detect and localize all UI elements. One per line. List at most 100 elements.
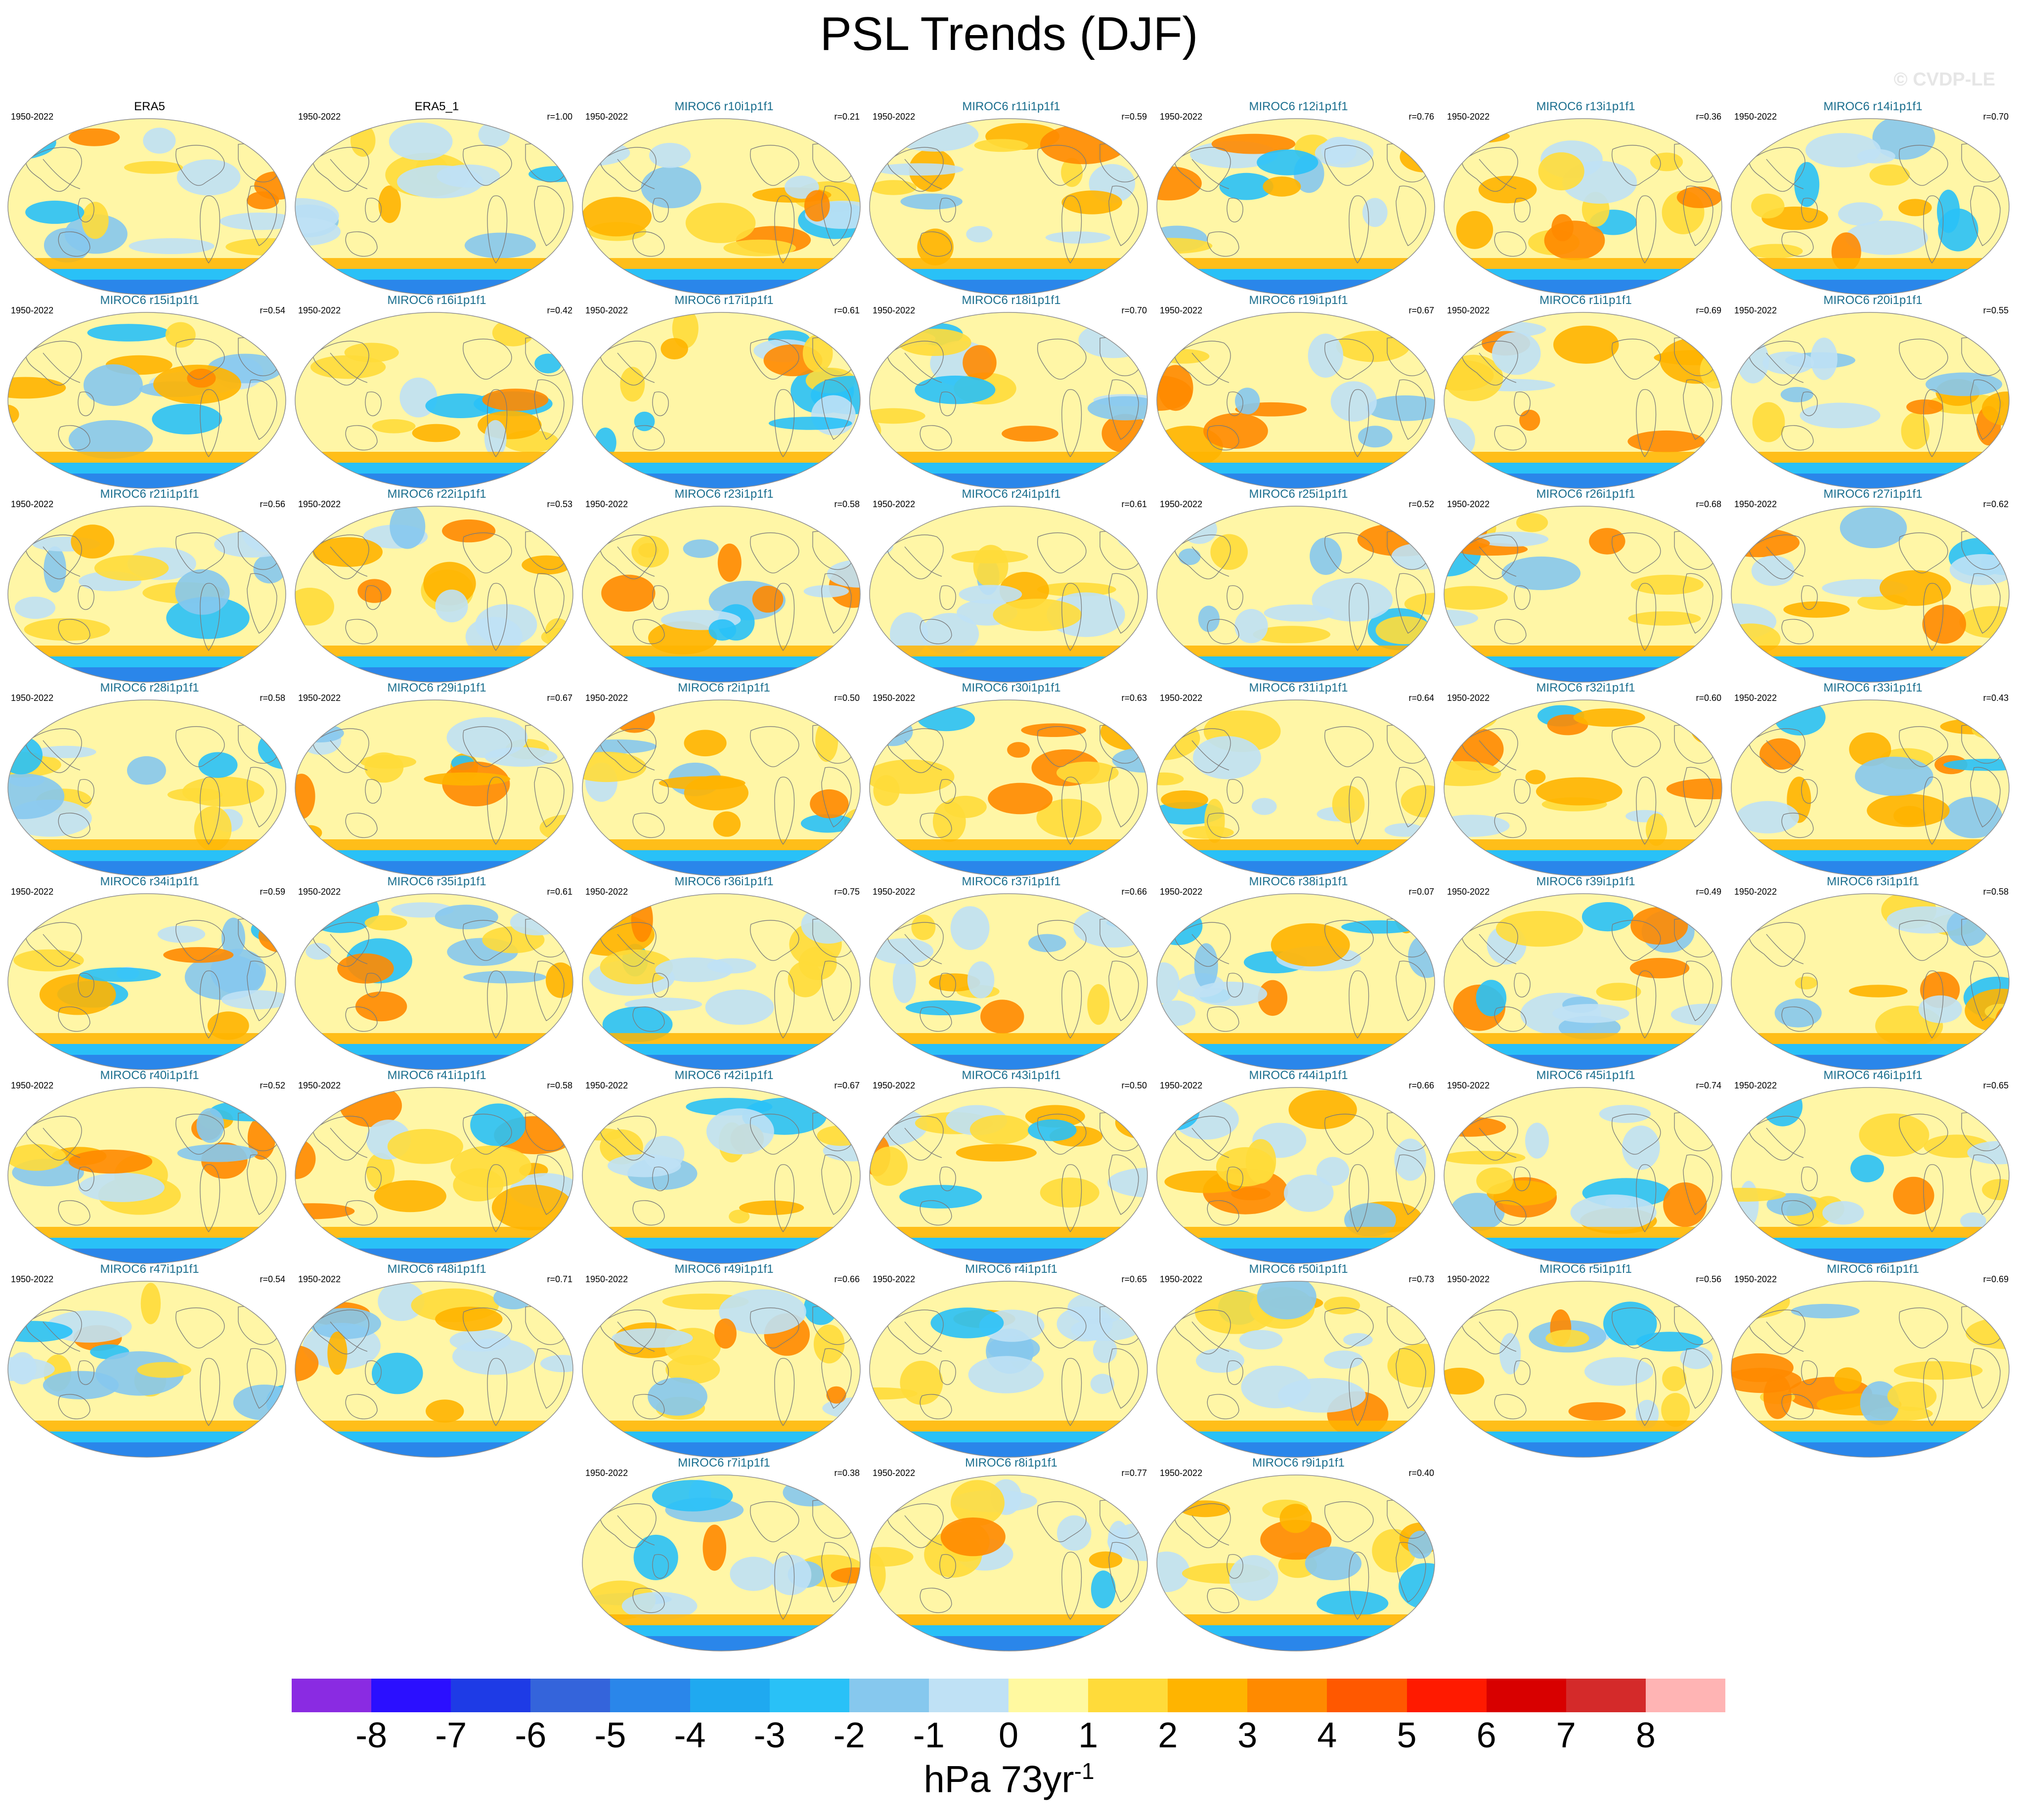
coastline	[330, 1321, 368, 1352]
anomaly-patch	[685, 203, 756, 243]
coastline	[1970, 960, 2001, 1021]
coastline	[1037, 145, 1087, 186]
panel-title: MIROC6 r13i1p1f1	[1536, 100, 1635, 113]
coastline	[1396, 185, 1426, 246]
panel-correlation: r=0.65	[1121, 1274, 1147, 1284]
anomaly-patch	[1855, 756, 1933, 796]
panel-years: 1950-2022	[1160, 1468, 1203, 1478]
coastline	[1349, 389, 1369, 458]
anomaly-patch	[648, 1377, 707, 1416]
coastline	[487, 777, 508, 845]
panel-title: MIROC6 r17i1p1f1	[674, 294, 774, 307]
anomaly-patch	[463, 971, 547, 984]
map-border	[7, 312, 286, 489]
coastline	[487, 1164, 508, 1233]
panel-correlation: r=0.58	[834, 499, 860, 509]
units-label: hPa 73yr	[923, 1758, 1074, 1801]
coastline	[78, 391, 94, 416]
panel-title: MIROC6 r14i1p1f1	[1823, 100, 1923, 113]
southern-ocean-band	[1157, 656, 1435, 667]
map-border	[869, 1474, 1148, 1651]
anomaly-patch	[1499, 1333, 1521, 1375]
map-border	[1156, 893, 1435, 1070]
coastline	[1061, 195, 1082, 264]
map-plot	[1444, 1281, 1722, 1458]
panel-years: 1950-2022	[1447, 887, 1490, 897]
coastline	[821, 1542, 852, 1603]
coastline	[1037, 920, 1087, 961]
coastline	[920, 813, 952, 838]
coastline	[1749, 1116, 1805, 1161]
panel-correlation: r=0.43	[1983, 693, 2009, 703]
coastline	[200, 1358, 220, 1427]
coastline	[1781, 1200, 1814, 1226]
coastline	[247, 767, 277, 827]
map-plot	[1731, 1281, 2010, 1458]
anomaly-patch	[80, 967, 161, 982]
panel-years: 1950-2022	[1734, 112, 1777, 122]
anomaly-patch	[940, 1517, 1006, 1557]
anomaly-patch	[1316, 1157, 1350, 1186]
coastline	[330, 159, 368, 189]
anomaly-patch	[1879, 570, 1951, 606]
southern-ocean-band	[1444, 269, 1722, 280]
anomaly-patch	[1021, 723, 1086, 737]
coastline	[652, 779, 669, 804]
panel-correlation: r=0.61	[547, 887, 572, 897]
anomaly-patch	[82, 202, 109, 239]
map-panel: MIROC6 r27i1p1f1 1950-2022 r=0.62	[1729, 487, 2017, 684]
map-plot	[869, 699, 1148, 876]
southern-ocean-band	[1157, 463, 1435, 474]
anomaly-patch	[374, 1180, 446, 1213]
coastline	[534, 379, 565, 440]
panel-years: 1950-2022	[1734, 499, 1777, 509]
colorbar-tick-label: 8	[1635, 1716, 1656, 1755]
map-border	[1444, 893, 1722, 1070]
coastline	[821, 960, 852, 1021]
anomaly-patch	[94, 555, 169, 581]
coastline	[463, 920, 512, 961]
panel-correlation: r=0.60	[1696, 693, 1721, 703]
coastline	[1514, 1167, 1531, 1191]
coastline	[1749, 341, 1805, 386]
anomaly-patch	[1763, 1374, 1792, 1419]
southern-ocean-band	[582, 1625, 860, 1636]
coastline	[1683, 1348, 1713, 1409]
coastline	[534, 767, 565, 827]
anomaly-patch	[798, 947, 837, 980]
map-panel: MIROC6 r8i1p1f1 1950-2022 r=0.77	[868, 1456, 1155, 1653]
colorbar-tick-label: 4	[1317, 1716, 1337, 1755]
panel-title: MIROC6 r15i1p1f1	[100, 294, 199, 307]
map-border	[869, 1087, 1148, 1264]
coastline	[1970, 1348, 2001, 1409]
map-panel: MIROC6 r34i1p1f1 1950-2022 r=0.59	[6, 875, 293, 1072]
coastline	[1494, 813, 1527, 838]
anomaly-patch	[967, 961, 995, 998]
anomaly-patch	[1002, 426, 1058, 442]
colorbar-box	[292, 1679, 372, 1712]
panel-years: 1950-2022	[873, 1081, 916, 1090]
coastline	[1461, 1116, 1518, 1161]
coastline	[1324, 532, 1374, 573]
colorbar-box	[1486, 1679, 1566, 1712]
panel-title: MIROC6 r2i1p1f1	[678, 681, 770, 694]
coastline	[487, 389, 508, 458]
anomaly-patch	[198, 752, 238, 778]
coastline	[1923, 1358, 1944, 1427]
coastline	[1899, 532, 1948, 573]
anomaly-patch	[973, 545, 1009, 588]
panel-correlation: r=0.67	[834, 1081, 860, 1090]
coastline	[632, 1588, 665, 1613]
southern-midlatitude-band	[295, 452, 573, 463]
coastline	[600, 147, 657, 192]
anomaly-patch	[1108, 1520, 1129, 1558]
anomaly-patch	[1321, 136, 1357, 165]
map-plot	[7, 893, 286, 1070]
coastline	[1461, 922, 1518, 967]
anomaly-patch	[959, 585, 1022, 604]
anomaly-patch	[1872, 119, 1935, 160]
anomaly-patch	[1680, 1346, 1713, 1369]
panel-years: 1950-2022	[1447, 305, 1490, 315]
southern-ocean-band	[1731, 850, 2009, 861]
panel-correlation: r=0.54	[260, 1274, 285, 1284]
